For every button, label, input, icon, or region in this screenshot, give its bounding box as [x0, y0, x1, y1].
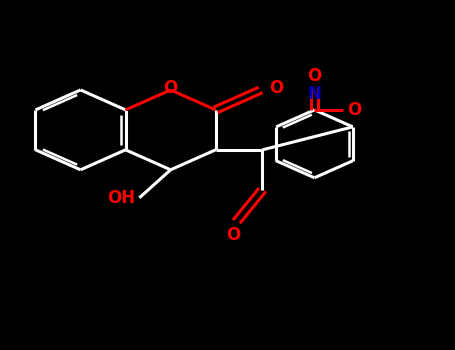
Text: O: O	[307, 67, 322, 85]
Text: O: O	[269, 79, 283, 97]
Text: N: N	[308, 85, 321, 103]
Text: O: O	[348, 101, 362, 119]
Text: OH: OH	[107, 189, 135, 207]
Text: O: O	[226, 226, 240, 244]
Text: O: O	[163, 79, 178, 97]
